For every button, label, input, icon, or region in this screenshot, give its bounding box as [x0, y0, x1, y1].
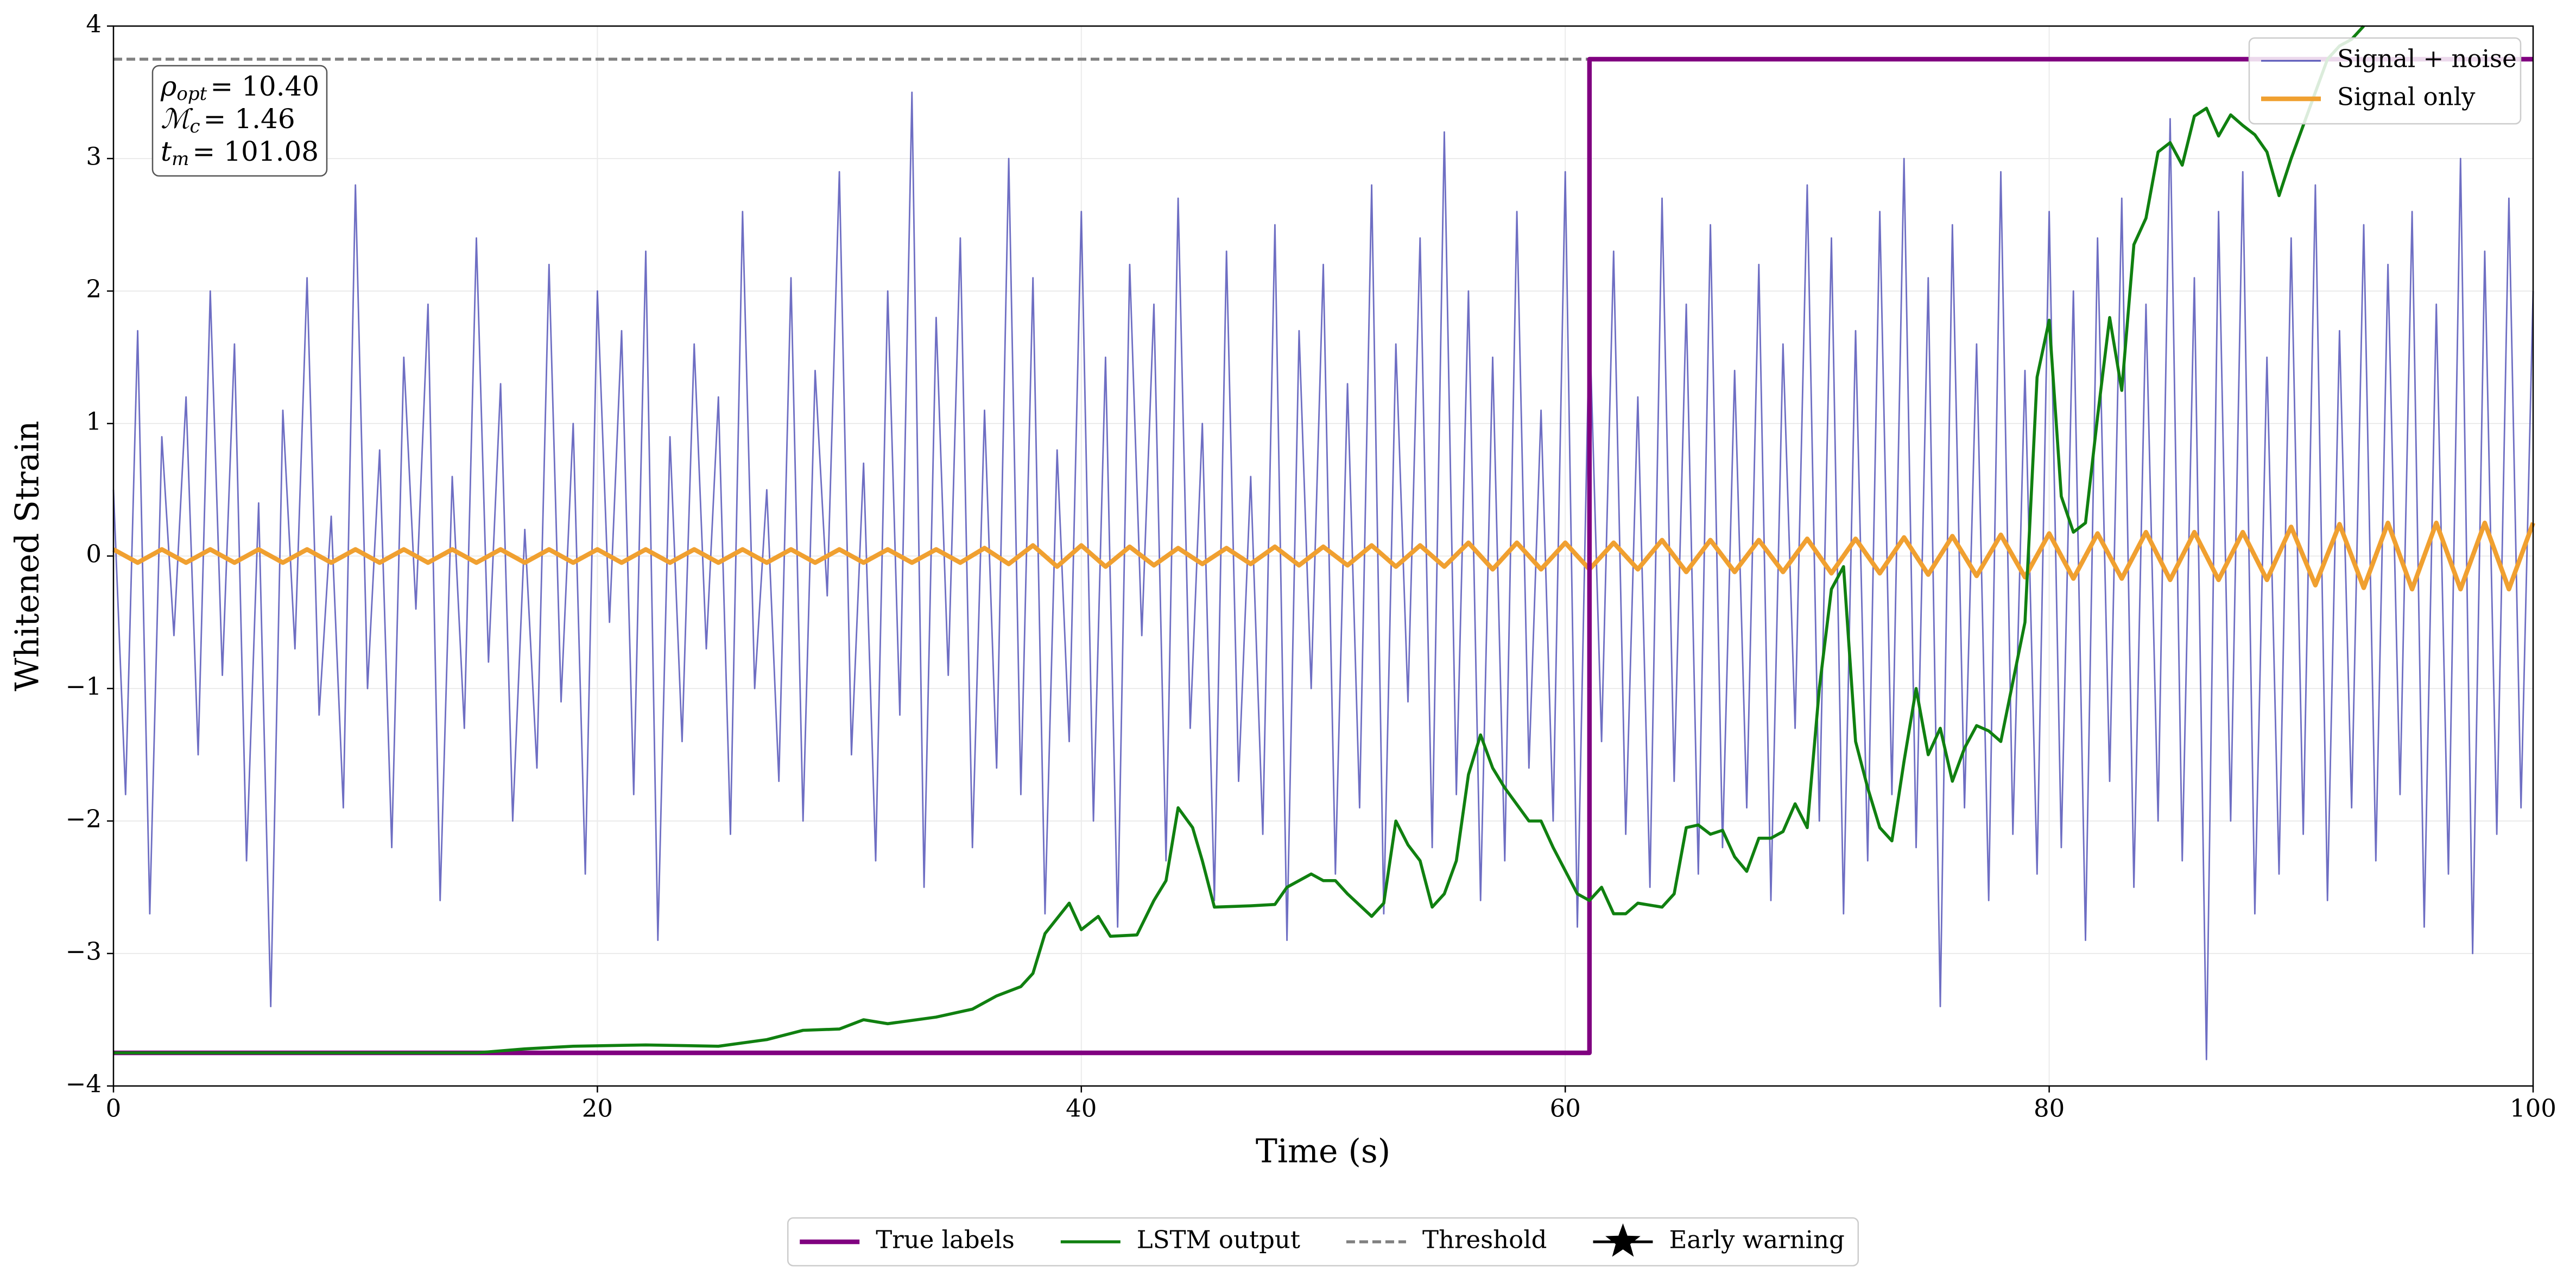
annotation: ρopt = 10.40: [160, 71, 319, 105]
series-line: [112, 91, 2534, 1060]
annotation-symbol: ρ: [160, 71, 177, 102]
x-tick-label: 0: [106, 1094, 122, 1123]
legend-upper-right: Signal + noise Signal only: [2248, 37, 2522, 125]
series-line: [113, 56, 2533, 1056]
y-tick-label: 1: [86, 407, 102, 436]
annotation-symbol: ℳ: [161, 103, 193, 135]
series-line: [112, 520, 2535, 592]
annotation-frame: [151, 65, 328, 177]
annotation-symbol: t: [161, 136, 172, 167]
y-tick-label: −2: [66, 805, 102, 833]
y-tick-label: −3: [66, 937, 102, 966]
x-tick-label: 80: [2034, 1094, 2065, 1123]
legend-frame: [2248, 37, 2522, 125]
annotation-sub: m: [172, 148, 189, 170]
y-tick-label: −4: [66, 1070, 102, 1098]
y-tick-label: 4: [86, 10, 102, 39]
annotation: tm = 101.08: [161, 136, 319, 170]
annotation-sub: opt: [176, 83, 207, 105]
x-tick-label: 20: [582, 1094, 613, 1123]
y-tick-label: 0: [86, 540, 102, 569]
legend-label: True labels: [876, 1226, 1015, 1254]
y-tick-label: 3: [86, 142, 102, 171]
y-tick-label: 2: [86, 275, 102, 304]
legend-marker: [1605, 1223, 1641, 1257]
x-tick-label: 100: [2510, 1094, 2556, 1123]
legend-label: Signal only: [2337, 83, 2476, 111]
x-axis-label: Time (s): [1256, 1133, 1390, 1171]
legend-frame: [787, 1217, 1859, 1267]
annotation: ℳc = 1.46: [161, 103, 295, 137]
legend-label: Early warning: [1669, 1226, 1844, 1254]
legend-below: True labels LSTM output Threshold Early war…: [787, 1217, 1859, 1267]
legend-label: Threshold: [1422, 1226, 1547, 1254]
legend-label: LSTM output: [1137, 1226, 1300, 1254]
y-tick-label: −1: [66, 672, 102, 701]
x-tick-label: 60: [1550, 1094, 1581, 1123]
legend-label: Signal + noise: [2337, 45, 2517, 73]
series-line: [113, 25, 2365, 1054]
annotation-text: = 1.46: [204, 103, 295, 135]
plot-frame: [112, 25, 2534, 1087]
annotation-text: = 101.08: [192, 136, 319, 167]
y-axis-label: Whitened Strain: [9, 421, 47, 691]
x-tick-label: 40: [1066, 1094, 1097, 1123]
annotation-text: = 10.40: [210, 71, 319, 102]
annotation-sub: c: [189, 116, 200, 137]
